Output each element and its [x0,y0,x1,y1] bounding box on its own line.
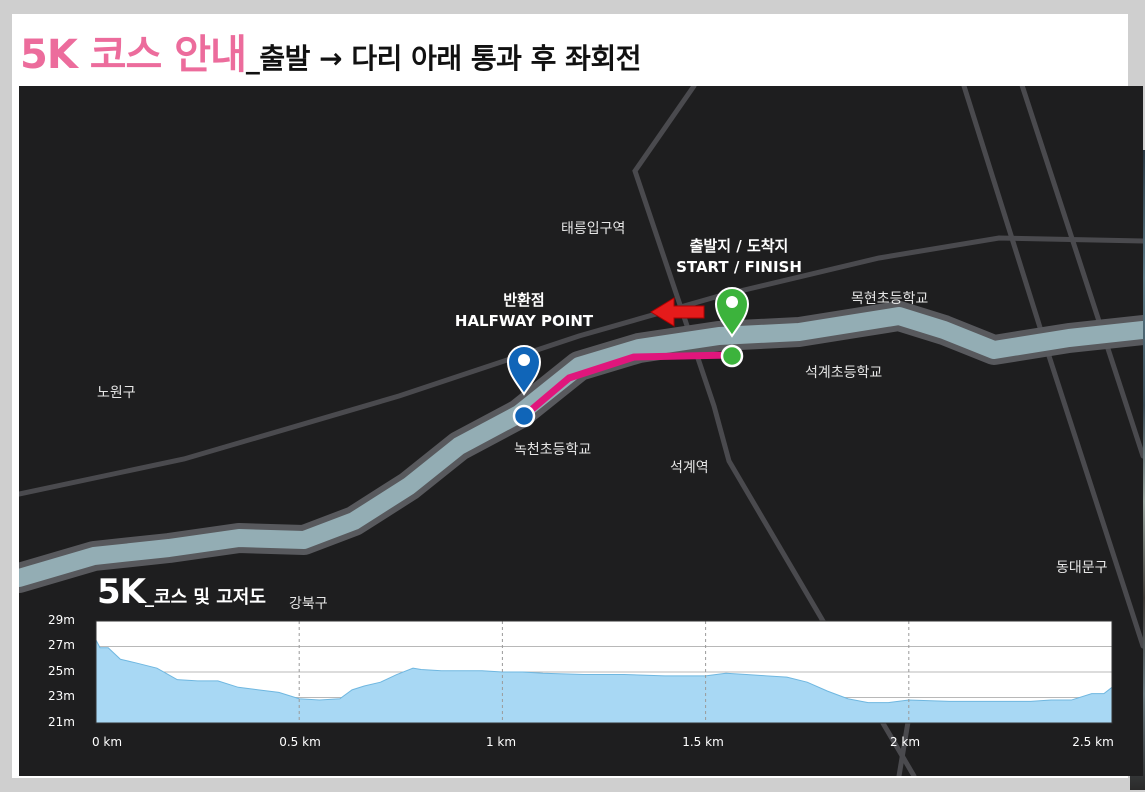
y-tick-label: 27m [48,638,75,652]
elevation-chart [95,620,1113,724]
place-gangbuk-gu: 강북구 [289,596,328,612]
start-finish-label: 출발지 / 도착지 START / FINISH [659,236,819,278]
title-rest: _출발 → 다리 아래 통과 후 좌회전 [245,42,642,75]
x-tick-label: 0 km [91,735,123,749]
halfway-label: 반환점 HALFWAY POINT [444,290,604,332]
road-north-south [632,86,917,776]
place-mokhyeon-school: 목현초등학교 [851,291,929,307]
start-finish-en: START / FINISH [676,258,802,276]
running-route [520,351,735,420]
y-tick-label: 25m [48,664,75,678]
place-dongdaemun-gu: 동대문구 [1056,560,1108,576]
course-map: 태릉입구역 목현초등학교 석계초등학교 노원구 녹천초등학교 석계역 동대문구 … [19,86,1143,776]
road-northeast-2 [1019,86,1143,459]
y-tick-label: 29m [48,613,75,627]
x-tick-label: 2.5 km [1072,735,1114,749]
x-tick-label: 0.5 km [279,735,321,749]
roads [19,86,1143,776]
y-tick-label: 23m [48,689,75,703]
place-seokgye-station: 석계역 [670,460,709,476]
elevation-title-big: 5K [97,572,146,612]
place-nowon-gu: 노원구 [97,385,136,401]
x-tick-label: 1 km [485,735,517,749]
x-tick-label: 2 km [889,735,921,749]
road-northwest-diagonal [19,235,1143,497]
halfway-dot [512,404,536,428]
halfway-pin-icon [506,345,542,396]
title-highlight: 5K 코스 안내 [20,32,247,78]
halfway-en: HALFWAY POINT [454,312,594,330]
halfway-ko: 반환점 [503,291,545,309]
page-title: 5K 코스 안내_출발 → 다리 아래 통과 후 좌회전 [20,22,642,78]
place-seokgye-school: 석계초등학교 [805,365,883,381]
map-canvas [19,86,1143,776]
river [19,301,1143,593]
start-finish-ko: 출발지 / 도착지 [689,237,789,255]
x-tick-label: 1.5 km [682,735,724,749]
elevation-area [95,639,1113,724]
direction-arrow [650,297,705,327]
elevation-title-small: _코스 및 고저도 [145,587,266,608]
y-tick-label: 21m [48,715,75,729]
elevation-title: 5K_코스 및 고저도 [97,572,266,612]
start-dot [720,344,744,368]
place-nokcheon-school: 녹천초등학교 [514,442,592,458]
place-taereung-station: 태릉입구역 [561,221,626,237]
start-pin-icon [714,287,750,338]
